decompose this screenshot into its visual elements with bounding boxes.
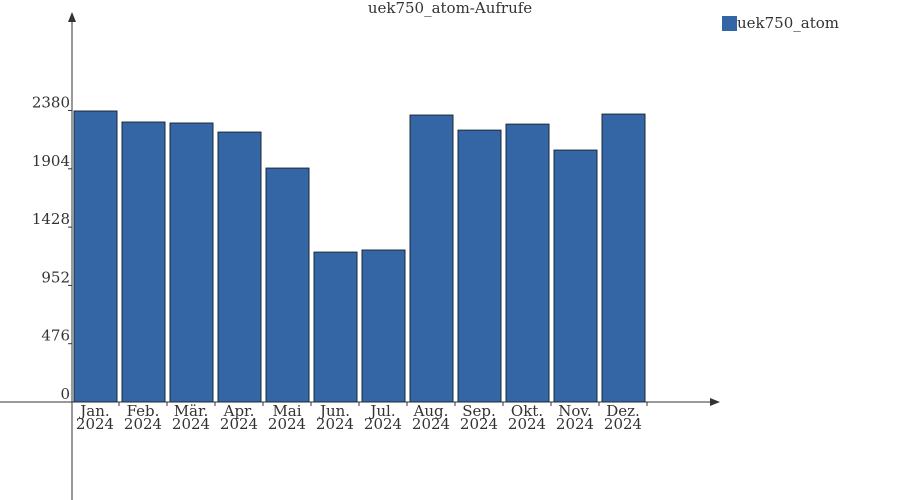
bar [409, 114, 454, 403]
x-tick-label: Okt. 2024 [508, 402, 546, 433]
y-tick-label: 476 [41, 327, 70, 345]
x-tick-label-line: 2024 [556, 415, 594, 433]
x-tick-label-line: 2024 [412, 415, 450, 433]
x-tick-label-line: 2024 [364, 415, 402, 433]
x-tick-label-line: 2024 [172, 415, 210, 433]
x-tick-label-line: Mär. [174, 402, 209, 420]
bar [121, 121, 166, 403]
y-tick-label: 2380 [32, 94, 70, 112]
bar [457, 129, 502, 403]
x-tick-label-line: 2024 [76, 415, 114, 433]
y-tick-label: 1904 [32, 152, 70, 170]
x-tick-label-line: 2024 [316, 415, 354, 433]
x-tick-label-line: Jun. [318, 402, 350, 420]
bar [553, 149, 598, 403]
chart-title: uek750_atom-Aufrufe [368, 0, 532, 17]
x-tick-label-line: Okt. [511, 402, 543, 420]
x-tick-label: Apr. 2024 [220, 402, 258, 433]
legend-label: uek750_atom [737, 14, 839, 32]
x-tick-label: Jan. 2024 [76, 402, 114, 433]
bar [265, 167, 310, 403]
bar [313, 251, 358, 403]
legend-swatch [722, 16, 737, 31]
x-tick-label-line: 2024 [508, 415, 546, 433]
x-tick-label-line: 2024 [220, 415, 258, 433]
x-tick-label: Sep. 2024 [460, 402, 498, 433]
x-tick-label-line: Feb. [127, 402, 160, 420]
x-tick-label-line: 2024 [604, 415, 642, 433]
x-tick-label-line: Nov. [558, 402, 592, 420]
x-tick-label: Jun. 2024 [316, 402, 354, 433]
x-tick-label: Mai 2024 [268, 402, 306, 433]
x-tick-label: Mär. 2024 [172, 402, 210, 433]
y-tick-label: 1428 [32, 210, 70, 228]
x-tick-label-line: Mai [272, 402, 301, 420]
bar [169, 122, 214, 403]
x-axis-arrow [710, 398, 720, 406]
bar [73, 110, 118, 403]
bar [361, 249, 406, 403]
x-tick-label-line: Sep. [462, 402, 496, 420]
x-tick-label: Dez. 2024 [604, 402, 642, 433]
x-tick-label-line: 2024 [268, 415, 306, 433]
x-tick-label-line: Dez. [606, 402, 640, 420]
x-tick-label-line: 2024 [460, 415, 498, 433]
y-tick-label: 952 [41, 268, 70, 286]
x-tick-label-line: Jan. [78, 402, 109, 420]
x-tick-label-line: Aug. [413, 402, 449, 420]
x-tick-label-line: Jul. [368, 402, 395, 420]
bar [217, 131, 262, 403]
y-tick-label: 0 [60, 385, 70, 403]
x-tick-label: Feb. 2024 [124, 402, 162, 433]
y-axis-arrow [68, 12, 76, 22]
x-tick-label-line: Apr. [223, 402, 255, 420]
bar [505, 123, 550, 403]
bar [601, 113, 646, 403]
x-tick-label: Jul. 2024 [364, 402, 402, 433]
x-tick-label: Nov. 2024 [556, 402, 594, 433]
x-tick-label-line: 2024 [124, 415, 162, 433]
x-tick-label: Aug. 2024 [412, 402, 450, 433]
